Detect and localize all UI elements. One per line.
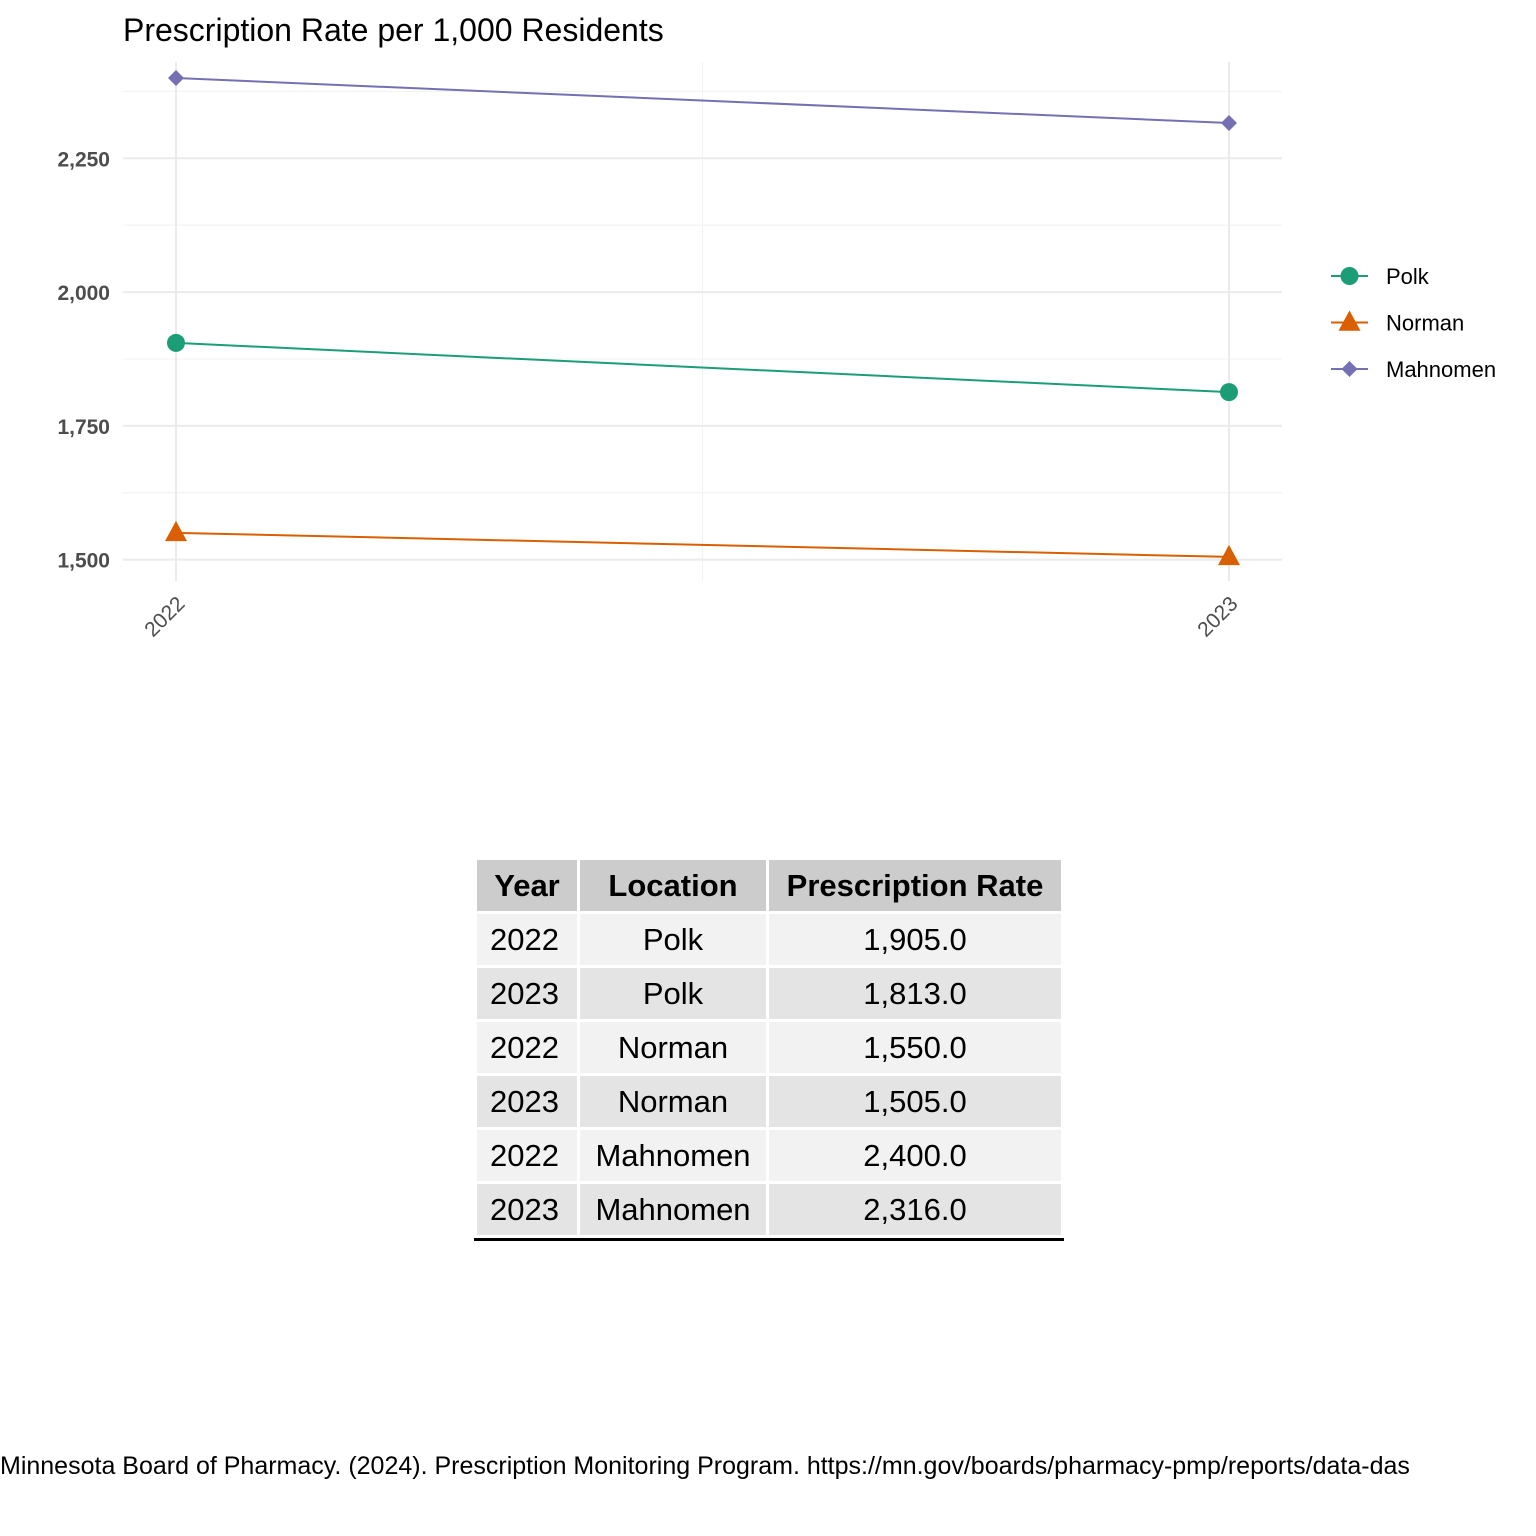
table-row: 2023 Mahnomen 2,316.0	[477, 1184, 1061, 1235]
cell-location: Mahnomen	[580, 1184, 766, 1235]
y-tick-label: 2,000	[57, 282, 110, 305]
cell-location: Norman	[580, 1076, 766, 1127]
table-row: 2022 Norman 1,550.0	[477, 1022, 1061, 1073]
cell-year: 2022	[477, 1022, 577, 1073]
point-marker	[1220, 383, 1238, 402]
point-marker	[1218, 544, 1240, 566]
point-marker	[165, 520, 187, 542]
legend-item-mahnomen: Mahnomen	[1331, 357, 1496, 382]
y-axis-ticks: 1,500 1,750 2,000 2,250	[57, 148, 110, 572]
table-row: 2023 Norman 1,505.0	[477, 1076, 1061, 1127]
point-marker	[1221, 114, 1237, 131]
cell-rate: 1,550.0	[769, 1022, 1061, 1073]
table-header-row: Year Location Prescription Rate	[477, 860, 1061, 911]
cell-year: 2022	[477, 1130, 577, 1181]
cell-rate: 1,505.0	[769, 1076, 1061, 1127]
series-polk	[167, 333, 1238, 402]
point-marker	[1340, 267, 1359, 285]
legend-label: Polk	[1386, 264, 1430, 289]
legend-label: Norman	[1386, 311, 1464, 336]
point-marker	[1338, 310, 1361, 331]
point-marker	[167, 333, 185, 352]
series-line	[175, 531, 1230, 558]
source-caption: Minnesota Board of Pharmacy. (2024). Pre…	[0, 1452, 1410, 1480]
chart-series	[165, 70, 1240, 566]
table-row: 2023 Polk 1,813.0	[477, 968, 1061, 1019]
legend-item-polk: Polk	[1331, 264, 1430, 289]
point-marker	[1341, 361, 1358, 377]
series-mahnomen	[168, 70, 1237, 131]
line-chart: Prescription Rate per 1,000 Residents 1,…	[57, 12, 1496, 642]
data-table: Year Location Prescription Rate 2022 Pol…	[474, 857, 1064, 1241]
series-norman	[165, 520, 1240, 566]
chart-grid	[123, 62, 1282, 581]
y-tick-label: 1,750	[57, 416, 110, 439]
legend-item-norman: Norman	[1331, 310, 1464, 336]
cell-rate: 1,905.0	[769, 914, 1061, 965]
cell-rate: 2,400.0	[769, 1130, 1061, 1181]
series-line	[175, 341, 1230, 394]
table-row: 2022 Mahnomen 2,400.0	[477, 1130, 1061, 1181]
table-row: 2022 Polk 1,905.0	[477, 914, 1061, 965]
cell-rate: 1,813.0	[769, 968, 1061, 1019]
x-tick-label: 2023	[1193, 592, 1242, 641]
cell-location: Norman	[580, 1022, 766, 1073]
header-location: Location	[580, 860, 766, 911]
cell-year: 2023	[477, 1076, 577, 1127]
series-line	[175, 77, 1230, 124]
header-prescription-rate: Prescription Rate	[769, 860, 1061, 911]
cell-rate: 2,316.0	[769, 1184, 1061, 1235]
cell-year: 2023	[477, 1184, 577, 1235]
x-axis-ticks: 2022 2023	[140, 592, 1242, 641]
legend-label: Mahnomen	[1386, 357, 1496, 382]
y-tick-label: 2,250	[57, 148, 110, 171]
cell-location: Mahnomen	[580, 1130, 766, 1181]
cell-location: Polk	[580, 914, 766, 965]
cell-year: 2023	[477, 968, 577, 1019]
y-tick-label: 1,500	[57, 550, 110, 573]
point-marker	[168, 70, 184, 87]
chart-title: Prescription Rate per 1,000 Residents	[123, 12, 664, 48]
x-tick-label: 2022	[140, 592, 189, 641]
cell-location: Polk	[580, 968, 766, 1019]
header-year: Year	[477, 860, 577, 911]
legend: Polk Norman Mahnomen	[1331, 264, 1496, 382]
cell-year: 2022	[477, 914, 577, 965]
